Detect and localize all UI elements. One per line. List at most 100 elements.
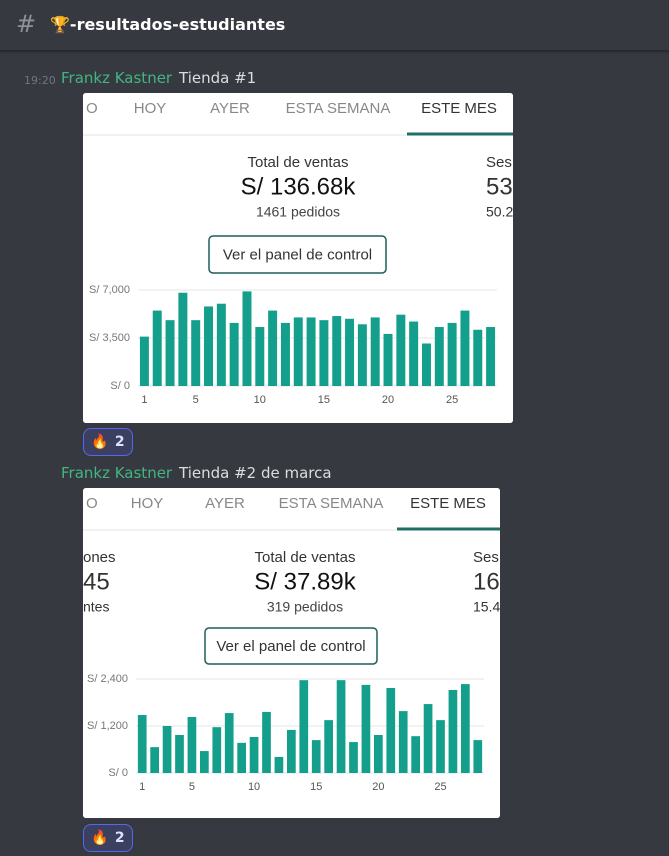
bar [204, 306, 214, 386]
x-tick-label: 15 [318, 394, 330, 406]
bar [448, 689, 458, 773]
y-tick-label: S/ 0 [108, 767, 128, 779]
bar [319, 320, 329, 386]
x-tick-label: 20 [382, 394, 394, 406]
bar [423, 704, 433, 773]
bar [212, 727, 222, 773]
bar [436, 720, 445, 773]
author-name[interactable]: Frankz Kastner [61, 69, 173, 87]
y-tick-label: S/ 0 [110, 380, 130, 392]
embed-image[interactable]: O HOY AYER ESTA SEMANA ESTE MES Total de vent… [83, 488, 500, 818]
bar [332, 316, 342, 386]
button-label[interactable]: Ver el panel de control [223, 246, 372, 263]
tab-label: HOY [134, 100, 167, 117]
timestamp: 19:20 [24, 74, 56, 87]
partial-stat: ones [83, 549, 116, 566]
y-tick-label: S/ 3,500 [89, 332, 130, 344]
tab-label: O [86, 100, 98, 117]
bar [486, 327, 496, 386]
bar [216, 303, 226, 386]
x-tick-label: 5 [189, 781, 195, 793]
y-tick-label: S/ 1,200 [87, 720, 128, 732]
tab-label: HOY [131, 495, 164, 512]
bar [150, 747, 159, 773]
partial-stat: ntes [83, 599, 109, 615]
reaction-emoji: 🔥 [91, 434, 109, 450]
author-name[interactable]: Frankz Kastner [61, 464, 173, 482]
stat-sub: 1461 pedidos [256, 204, 340, 220]
tab-label: AYER [205, 495, 245, 512]
bar [242, 291, 252, 386]
dashboard-button[interactable] [204, 627, 378, 665]
partial-stat: 15.4 [473, 599, 500, 615]
bar [434, 327, 444, 386]
partial-stat: Ses [473, 549, 499, 566]
bar [336, 680, 346, 773]
bar [237, 742, 246, 773]
partial-stat: 16. [473, 568, 500, 595]
bar [447, 322, 457, 386]
bar [421, 343, 431, 386]
tab-label: ESTA SEMANA [286, 100, 391, 117]
embed-image[interactable]: O HOY AYER ESTA SEMANA ESTE MES Total de vent… [83, 93, 513, 423]
bar [293, 317, 303, 386]
x-tick-label: 1 [139, 781, 145, 793]
bar [200, 751, 209, 773]
bar [137, 715, 147, 773]
bar [349, 742, 358, 773]
x-tick-label: 1 [141, 394, 147, 406]
bar [280, 322, 290, 386]
bar [370, 317, 380, 386]
bar [255, 327, 265, 386]
bar [191, 320, 201, 386]
reaction-count: 2 [114, 434, 125, 450]
dashboard-button[interactable] [208, 235, 387, 274]
bar [165, 320, 175, 386]
partial-stat: 50.2 [486, 204, 513, 220]
bar [178, 292, 188, 386]
y-tick-label: S/ 7,000 [89, 284, 130, 296]
bar [287, 729, 296, 773]
reaction[interactable]: 🔥 2 [83, 428, 133, 456]
tab-label: AYER [210, 100, 250, 117]
message-text: Tienda #2 de marca [179, 464, 332, 482]
bar [224, 713, 234, 773]
bar [357, 324, 367, 386]
message-text: Tienda #1 [179, 69, 257, 87]
bar [139, 336, 149, 386]
reaction[interactable]: 🔥 2 [83, 824, 133, 852]
x-tick-label: 10 [248, 781, 260, 793]
bar [249, 736, 259, 773]
reaction-count: 2 [114, 830, 125, 846]
bar [386, 688, 396, 773]
reaction-emoji: 🔥 [91, 830, 109, 846]
bar [345, 318, 355, 386]
bar [473, 329, 483, 386]
bar [274, 756, 284, 773]
x-tick-label: 15 [310, 781, 322, 793]
x-tick-label: 25 [434, 781, 446, 793]
x-tick-label: 20 [372, 781, 384, 793]
bar [396, 314, 406, 386]
tab-label: O [86, 495, 98, 512]
channel-icon: # [16, 10, 37, 38]
bar [383, 333, 393, 386]
tab-label: ESTE MES [421, 100, 497, 117]
x-tick-label: 5 [193, 394, 199, 406]
partial-stat: Ses [486, 154, 512, 171]
bar [324, 720, 333, 773]
bar [398, 711, 408, 773]
channel-name: 🏆-resultados-estudiantes [50, 15, 286, 34]
bar [299, 680, 309, 773]
bar [409, 321, 419, 386]
button-label[interactable]: Ver el panel de control [216, 638, 365, 655]
bar [460, 310, 470, 386]
bar [461, 684, 470, 773]
bar [229, 322, 239, 386]
bar [187, 716, 197, 773]
bar [262, 711, 271, 773]
stat-sub: 319 pedidos [267, 599, 343, 615]
stat-value: S/ 136.68k [241, 173, 357, 200]
partial-stat: 53 [486, 173, 513, 200]
bar [473, 740, 483, 773]
